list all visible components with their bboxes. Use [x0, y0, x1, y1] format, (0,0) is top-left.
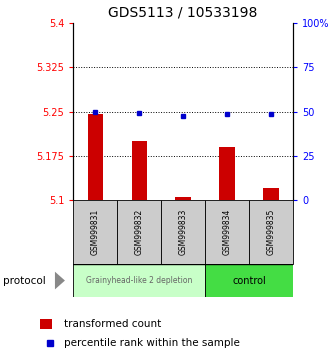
Bar	[73, 200, 117, 264]
Text: GSM999833: GSM999833	[178, 209, 188, 255]
Text: GSM999834: GSM999834	[222, 209, 232, 255]
Text: Grainyhead-like 2 depletion: Grainyhead-like 2 depletion	[86, 276, 192, 285]
Text: control: control	[232, 275, 266, 286]
Bar	[132, 141, 147, 200]
Text: GSM999831: GSM999831	[91, 209, 100, 255]
Text: protocol: protocol	[3, 275, 46, 286]
Bar	[205, 200, 249, 264]
Text: GSM999832: GSM999832	[135, 209, 144, 255]
Bar	[205, 264, 293, 297]
Bar	[263, 188, 279, 200]
Bar	[175, 197, 191, 200]
Bar	[88, 114, 103, 200]
Bar	[219, 147, 235, 200]
Text: percentile rank within the sample: percentile rank within the sample	[64, 338, 240, 348]
Title: GDS5113 / 10533198: GDS5113 / 10533198	[109, 5, 258, 19]
Bar	[161, 200, 205, 264]
Bar	[73, 264, 205, 297]
Bar	[117, 200, 161, 264]
Bar	[249, 200, 293, 264]
Text: transformed count: transformed count	[64, 319, 161, 329]
Bar	[40, 319, 52, 329]
Text: GSM999835: GSM999835	[266, 209, 276, 255]
